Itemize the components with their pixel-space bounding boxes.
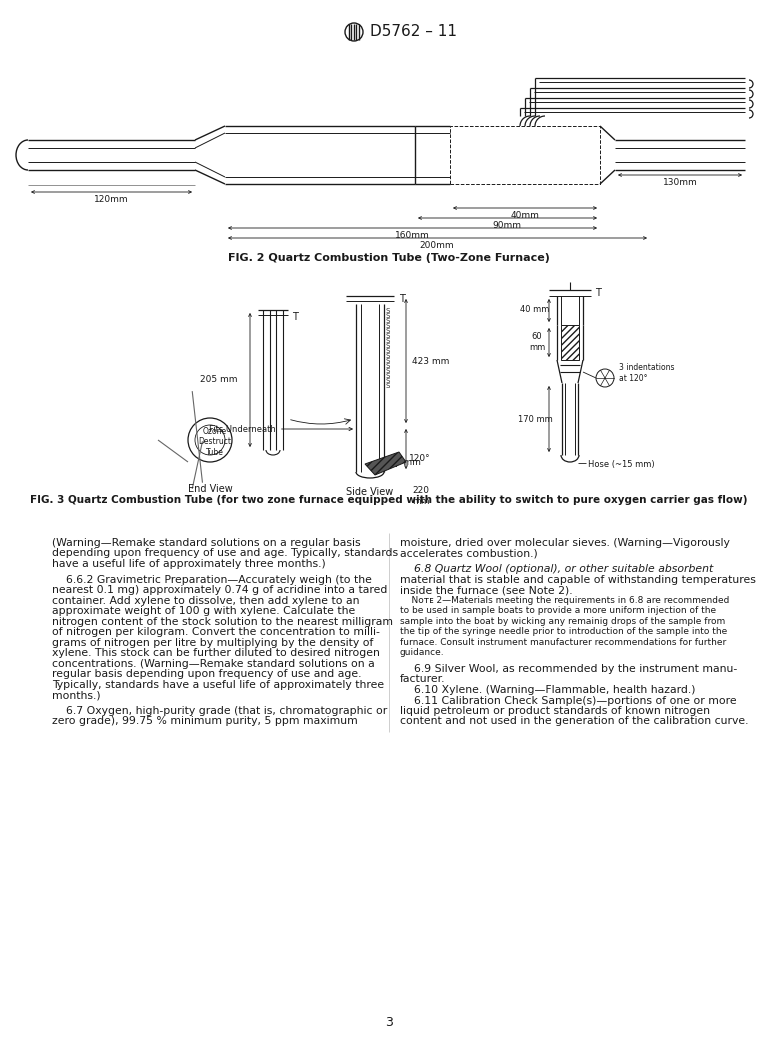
Text: facturer.: facturer.	[400, 675, 446, 685]
Text: liquid petroleum or product standards of known nitrogen: liquid petroleum or product standards of…	[400, 706, 710, 716]
Text: sample into the boat by wicking any remainig drops of the sample from: sample into the boat by wicking any rema…	[400, 616, 725, 626]
Text: S: S	[386, 338, 391, 344]
Text: S: S	[386, 369, 391, 374]
Text: D5762 – 11: D5762 – 11	[370, 25, 457, 40]
Text: depending upon frequency of use and age. Typically, standards: depending upon frequency of use and age.…	[52, 549, 398, 559]
Text: nearest 0.1 mg) approximately 0.74 g of acridine into a tared: nearest 0.1 mg) approximately 0.74 g of …	[52, 585, 387, 595]
Text: months.): months.)	[52, 690, 100, 701]
Text: 120mm: 120mm	[93, 195, 128, 204]
Text: T: T	[595, 288, 601, 298]
Text: S: S	[386, 323, 391, 329]
Text: (​Warning—Remake standard solutions on a regular basis: (​Warning—Remake standard solutions on a…	[52, 538, 361, 548]
Text: Nᴏᴛᴇ 2—Materials meeting the requirements in 6.8 are recommended: Nᴏᴛᴇ 2—Materials meeting the requirement…	[400, 595, 729, 605]
Text: 220
mm: 220 mm	[412, 486, 429, 506]
Text: 130mm: 130mm	[663, 178, 697, 187]
Text: 160mm: 160mm	[394, 231, 429, 240]
Text: 6.11 ​Calibration Check Sample(s)—portions of one or more: 6.11 ​Calibration Check Sample(s)—portio…	[400, 695, 737, 706]
Text: 205 mm: 205 mm	[201, 376, 238, 384]
Text: 6.6.2 ​Gravimetric Preparation—Accurately weigh (to the: 6.6.2 ​Gravimetric Preparation—Accuratel…	[52, 575, 372, 585]
Text: 60 mm: 60 mm	[389, 458, 421, 467]
Text: T: T	[399, 294, 405, 304]
Text: Ozone
Destruct
Tube: Ozone Destruct Tube	[198, 427, 232, 457]
Text: of nitrogen per kilogram. Convert the concentration to milli-: of nitrogen per kilogram. Convert the co…	[52, 628, 380, 637]
Text: S: S	[386, 318, 391, 324]
Text: 6.10 ​Xylene. (​Warning—Flammable, health hazard.): 6.10 ​Xylene. (​Warning—Flammable, healt…	[400, 685, 696, 695]
Text: Fits Underneath: Fits Underneath	[209, 425, 352, 433]
Text: S: S	[386, 378, 391, 384]
Text: 6.9 ​Silver Wool, as recommended by the instrument manu-: 6.9 ​Silver Wool, as recommended by the …	[400, 664, 738, 674]
Text: regular basis depending upon frequency of use and age.: regular basis depending upon frequency o…	[52, 669, 362, 679]
Bar	[561, 325, 579, 360]
Text: S: S	[386, 342, 391, 349]
Text: S: S	[386, 328, 391, 334]
Text: 3: 3	[385, 1016, 393, 1030]
Text: xylene. This stock can be further diluted to desired nitrogen: xylene. This stock can be further dilute…	[52, 649, 380, 658]
Text: accelerates combustion.): accelerates combustion.)	[400, 549, 538, 559]
Text: guidance.: guidance.	[400, 649, 444, 657]
Bar	[450, 126, 600, 184]
Text: the tip of the syringe needle prior to introduction of the sample into the: the tip of the syringe needle prior to i…	[400, 628, 727, 636]
Text: S: S	[386, 373, 391, 379]
Text: FIG. 3 Quartz Combustion Tube (for two zone furnace equipped with the ability to: FIG. 3 Quartz Combustion Tube (for two z…	[30, 496, 748, 505]
Text: Side View: Side View	[346, 487, 394, 497]
Text: Typically, standards have a useful life of approximately three: Typically, standards have a useful life …	[52, 680, 384, 690]
Text: 6.8 ​Quartz Wool (optional), or other suitable absorbent: 6.8 ​Quartz Wool (optional), or other su…	[400, 564, 713, 575]
Circle shape	[345, 23, 363, 41]
Text: S: S	[386, 363, 391, 369]
Text: 60
mm: 60 mm	[529, 332, 545, 352]
Text: moisture, dried over molecular sieves. (​Warning—Vigorously: moisture, dried over molecular sieves. (…	[400, 538, 730, 548]
Text: furnace. Consult instrument manufacturer recommendations for further: furnace. Consult instrument manufacturer…	[400, 638, 726, 646]
Text: to be used in sample boats to provide a more uniform injection of the: to be used in sample boats to provide a …	[400, 606, 716, 615]
Text: 3 indentations
at 120°: 3 indentations at 120°	[619, 363, 675, 383]
Text: FIG. 2 Quartz Combustion Tube (Two-Zone Furnace): FIG. 2 Quartz Combustion Tube (Two-Zone …	[228, 253, 550, 263]
Text: have a useful life of approximately three months.): have a useful life of approximately thre…	[52, 559, 326, 569]
Text: approximate weight of 100 g with xylene. Calculate the: approximate weight of 100 g with xylene.…	[52, 606, 356, 616]
Text: content and not used in the generation of the calibration curve.: content and not used in the generation o…	[400, 716, 748, 727]
Text: S: S	[386, 358, 391, 364]
Text: nitrogen content of the stock solution to the nearest milligram: nitrogen content of the stock solution t…	[52, 616, 393, 627]
Text: 90mm: 90mm	[492, 221, 521, 230]
Polygon shape	[365, 452, 406, 475]
Text: 423 mm: 423 mm	[412, 356, 450, 365]
Text: 200mm: 200mm	[419, 242, 454, 250]
Text: 40mm: 40mm	[510, 211, 539, 220]
Text: T: T	[292, 312, 298, 322]
Text: S: S	[386, 383, 391, 389]
Text: 120°: 120°	[409, 454, 431, 463]
Text: container. Add xylene to dissolve, then add xylene to an: container. Add xylene to dissolve, then …	[52, 595, 359, 606]
Text: S: S	[386, 308, 391, 314]
Text: S: S	[386, 353, 391, 359]
Text: 6.7 ​Oxygen, high-purity grade (that is, chromatographic or: 6.7 ​Oxygen, high-purity grade (that is,…	[52, 706, 387, 716]
Text: material that is stable and capable of withstanding temperatures: material that is stable and capable of w…	[400, 575, 756, 585]
Text: End View: End View	[187, 484, 233, 494]
Text: S: S	[386, 333, 391, 339]
Text: Hose (~15 mm): Hose (~15 mm)	[588, 460, 654, 469]
Text: zero grade), 99.75 % minimum purity, 5 ppm maximum: zero grade), 99.75 % minimum purity, 5 p…	[52, 716, 358, 727]
Text: grams of nitrogen per litre by multiplying by the density of: grams of nitrogen per litre by multiplyi…	[52, 638, 373, 648]
Text: 170 mm: 170 mm	[517, 414, 552, 424]
Text: inside the furnace (see Note 2).: inside the furnace (see Note 2).	[400, 585, 573, 595]
Text: S: S	[386, 348, 391, 354]
Text: S: S	[386, 313, 391, 319]
Text: concentrations. (​Warning—Remake standard solutions on a: concentrations. (​Warning—Remake standar…	[52, 659, 375, 668]
Text: 40 mm: 40 mm	[520, 305, 550, 314]
